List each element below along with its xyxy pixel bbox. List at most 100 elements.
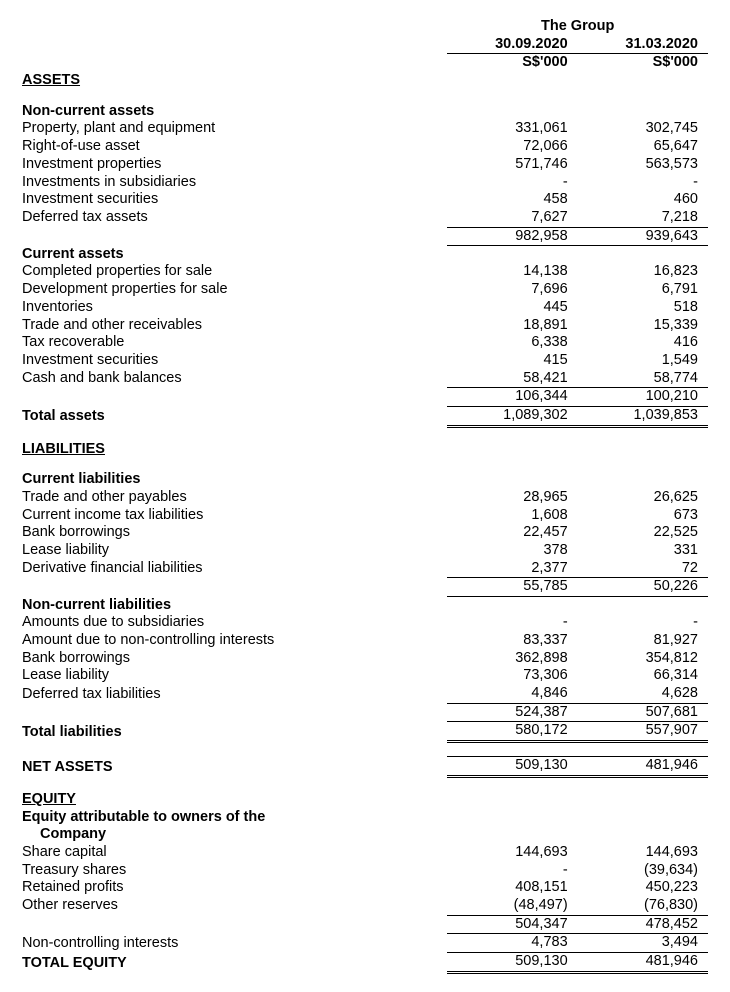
- line-item-value-c2: 1,549: [578, 352, 708, 370]
- line-item-value-c2: 16,823: [578, 263, 708, 281]
- ca-subtotal: 106,344100,210: [22, 388, 708, 407]
- line-item-row: Deferred tax liabilities4,8464,628: [22, 685, 708, 703]
- line-item-row: Derivative financial liabilities2,37772: [22, 560, 708, 578]
- equity-attr-line1: Equity attributable to owners of the: [22, 809, 708, 827]
- nci-row: Non-controlling interests 4,783 3,494: [22, 934, 708, 953]
- line-item-label: Bank borrowings: [22, 524, 447, 542]
- line-item-value-c2: 354,812: [578, 650, 708, 668]
- line-item-value-c1: -: [447, 614, 577, 632]
- line-item-value-c2: 416: [578, 334, 708, 352]
- col1-date: 30.09.2020: [447, 36, 577, 54]
- col2-unit: S$'000: [578, 54, 708, 72]
- group-title: The Group: [447, 18, 708, 36]
- section-assets: ASSETS: [22, 72, 708, 90]
- line-item-value-c2: (39,634): [578, 862, 708, 880]
- total-equity: TOTAL EQUITY509,130481,946: [22, 953, 708, 973]
- line-item-value-c1: 7,627: [447, 209, 577, 227]
- line-item-value-c2: 518: [578, 299, 708, 317]
- line-item-row: Cash and bank balances58,42158,774: [22, 370, 708, 388]
- line-item-label: Investment securities: [22, 352, 447, 370]
- section-equity: EQUITY: [22, 791, 708, 809]
- line-item-value-c2: 26,625: [578, 489, 708, 507]
- line-item-row: Amounts due to subsidiaries--: [22, 614, 708, 632]
- line-item-label: Treasury shares: [22, 862, 447, 880]
- line-item-label: Inventories: [22, 299, 447, 317]
- ncl-subtotal: 524,387507,681: [22, 703, 708, 722]
- line-item-value-c1: -: [447, 862, 577, 880]
- line-item-label: Derivative financial liabilities: [22, 560, 447, 578]
- line-item-value-c1: 14,138: [447, 263, 577, 281]
- line-item-label: Other reserves: [22, 897, 447, 915]
- line-item-row: Lease liability73,30666,314: [22, 667, 708, 685]
- line-item-label: Development properties for sale: [22, 281, 447, 299]
- total-liabilities: Total liabilities580,172557,907: [22, 722, 708, 742]
- line-item-value-c2: 15,339: [578, 317, 708, 335]
- line-item-value-c1: 1,608: [447, 507, 577, 525]
- line-item-value-c2: 66,314: [578, 667, 708, 685]
- line-item-label: Deferred tax liabilities: [22, 685, 447, 703]
- line-item-row: Retained profits408,151450,223: [22, 879, 708, 897]
- line-item-row: Trade and other payables28,96526,625: [22, 489, 708, 507]
- line-item-value-c2: -: [578, 174, 708, 192]
- line-item-value-c2: 302,745: [578, 120, 708, 138]
- subsection-cl: Current liabilities: [22, 471, 708, 489]
- nca-subtotal: 982,958939,643: [22, 227, 708, 246]
- line-item-label: Property, plant and equipment: [22, 120, 447, 138]
- subsection-ncl: Non-current liabilities: [22, 597, 708, 615]
- line-item-row: Completed properties for sale14,13816,82…: [22, 263, 708, 281]
- equity-attr-line2: Company: [22, 826, 708, 844]
- header-row-dates: 30.09.2020 31.03.2020: [22, 36, 708, 54]
- line-item-value-c2: -: [578, 614, 708, 632]
- header-row-group: The Group: [22, 18, 708, 36]
- line-item-row: Development properties for sale7,6966,79…: [22, 281, 708, 299]
- line-item-value-c2: 58,774: [578, 370, 708, 388]
- col2-date: 31.03.2020: [578, 36, 708, 54]
- line-item-row: Bank borrowings362,898354,812: [22, 650, 708, 668]
- line-item-row: Investment securities458460: [22, 191, 708, 209]
- line-item-row: Tax recoverable6,338416: [22, 334, 708, 352]
- line-item-row: Share capital144,693144,693: [22, 844, 708, 862]
- line-item-label: Share capital: [22, 844, 447, 862]
- line-item-value-c1: 445: [447, 299, 577, 317]
- line-item-value-c1: 362,898: [447, 650, 577, 668]
- section-liabilities: LIABILITIES: [22, 441, 708, 459]
- line-item-value-c2: 4,628: [578, 685, 708, 703]
- line-item-value-c1: 144,693: [447, 844, 577, 862]
- line-item-value-c2: 7,218: [578, 209, 708, 227]
- line-item-value-c1: 58,421: [447, 370, 577, 388]
- total-assets: Total assets1,089,3021,039,853: [22, 406, 708, 426]
- line-item-value-c1: 6,338: [447, 334, 577, 352]
- line-item-value-c1: 415: [447, 352, 577, 370]
- line-item-row: Lease liability378331: [22, 542, 708, 560]
- line-item-row: Current income tax liabilities1,608673: [22, 507, 708, 525]
- line-item-row: Investment securities4151,549: [22, 352, 708, 370]
- line-item-label: Retained profits: [22, 879, 447, 897]
- line-item-value-c2: 460: [578, 191, 708, 209]
- line-item-value-c1: 83,337: [447, 632, 577, 650]
- line-item-value-c2: 65,647: [578, 138, 708, 156]
- line-item-label: Amounts due to subsidiaries: [22, 614, 447, 632]
- subsection-ca: Current assets: [22, 246, 708, 264]
- line-item-label: Trade and other receivables: [22, 317, 447, 335]
- line-item-value-c1: 571,746: [447, 156, 577, 174]
- line-item-row: Property, plant and equipment331,061302,…: [22, 120, 708, 138]
- line-item-value-c1: 72,066: [447, 138, 577, 156]
- line-item-row: Bank borrowings22,45722,525: [22, 524, 708, 542]
- line-item-row: Treasury shares-(39,634): [22, 862, 708, 880]
- line-item-row: Investment properties571,746563,573: [22, 156, 708, 174]
- line-item-value-c1: 2,377: [447, 560, 577, 578]
- line-item-label: Right-of-use asset: [22, 138, 447, 156]
- line-item-label: Non-controlling interests: [22, 934, 447, 953]
- line-item-value-c2: 450,223: [578, 879, 708, 897]
- line-item-value-c2: 22,525: [578, 524, 708, 542]
- line-item-label: Bank borrowings: [22, 650, 447, 668]
- line-item-value-c2: 563,573: [578, 156, 708, 174]
- line-item-value-c2: 144,693: [578, 844, 708, 862]
- line-item-label: Amount due to non-controlling interests: [22, 632, 447, 650]
- header-row-units: S$'000 S$'000: [22, 54, 708, 72]
- line-item-value-c2: (76,830): [578, 897, 708, 915]
- line-item-label: Lease liability: [22, 542, 447, 560]
- line-item-value-c2: 72: [578, 560, 708, 578]
- line-item-value-c2: 6,791: [578, 281, 708, 299]
- line-item-row: Right-of-use asset72,06665,647: [22, 138, 708, 156]
